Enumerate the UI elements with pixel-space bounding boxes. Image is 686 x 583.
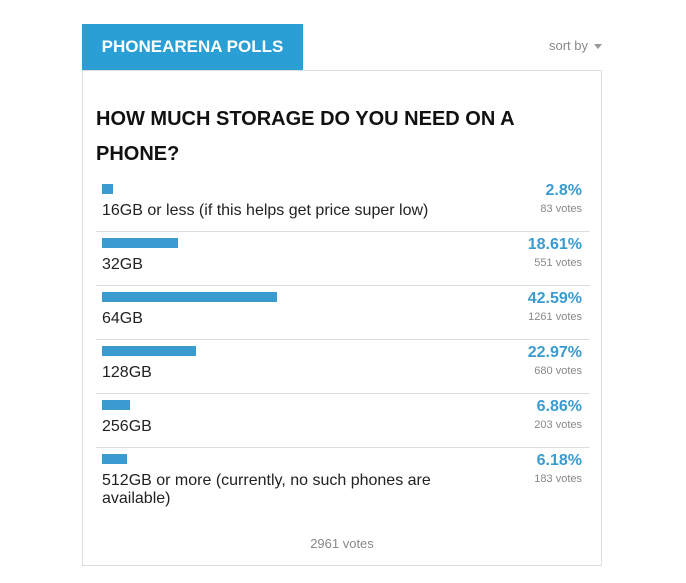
poll-option[interactable]: 32GB 18.61% 551 votes	[96, 232, 590, 286]
option-bar	[102, 454, 128, 464]
option-bar	[102, 400, 131, 410]
option-label: 512GB or more (currently, no such phones…	[102, 472, 431, 507]
option-percent: 42.59%	[527, 290, 582, 307]
option-label: 32GB	[102, 256, 143, 273]
option-votes: 183 votes	[534, 473, 582, 485]
poll-box	[82, 70, 602, 566]
option-percent: 18.61%	[527, 236, 582, 253]
option-bar	[102, 346, 197, 356]
poll-option[interactable]: 512GB or more (currently, no such phones…	[96, 448, 590, 517]
option-bar	[102, 292, 277, 302]
poll-option[interactable]: 16GB or less (if this helps get price su…	[96, 178, 590, 232]
poll-question: HOW MUCH STORAGE DO YOU NEED ON A PHONE?	[96, 108, 514, 165]
sort-menu[interactable]: sort by	[549, 38, 602, 53]
sort-label[interactable]: sort by	[548, 38, 588, 53]
poll-total: 2961 votes	[310, 536, 374, 551]
option-percent: 22.97%	[527, 344, 582, 361]
option-label: 128GB	[102, 364, 152, 381]
option-bar	[102, 184, 114, 194]
option-votes: 551 votes	[534, 257, 582, 269]
sort-arrow[interactable]	[594, 44, 602, 50]
option-label: 256GB	[102, 418, 152, 435]
option-votes: 203 votes	[534, 419, 582, 431]
option-votes: 1261 votes	[528, 311, 582, 323]
option-votes: 680 votes	[534, 365, 582, 377]
option-label: 64GB	[102, 310, 143, 327]
option-label: 16GB or less (if this helps get price su…	[102, 202, 429, 219]
option-bar	[102, 238, 179, 248]
option-percent: 6.18%	[536, 452, 582, 469]
header-title: PHONEARENA POLLS	[82, 24, 303, 70]
option-votes: 83 votes	[540, 203, 582, 215]
option-percent: 2.8%	[545, 182, 582, 199]
poll-option[interactable]: 128GB 22.97% 680 votes	[96, 340, 590, 394]
poll-option[interactable]: 256GB 6.86% 203 votes	[96, 394, 590, 448]
option-percent: 6.86%	[536, 398, 582, 415]
poll-option[interactable]: 64GB 42.59% 1261 votes	[96, 286, 590, 340]
